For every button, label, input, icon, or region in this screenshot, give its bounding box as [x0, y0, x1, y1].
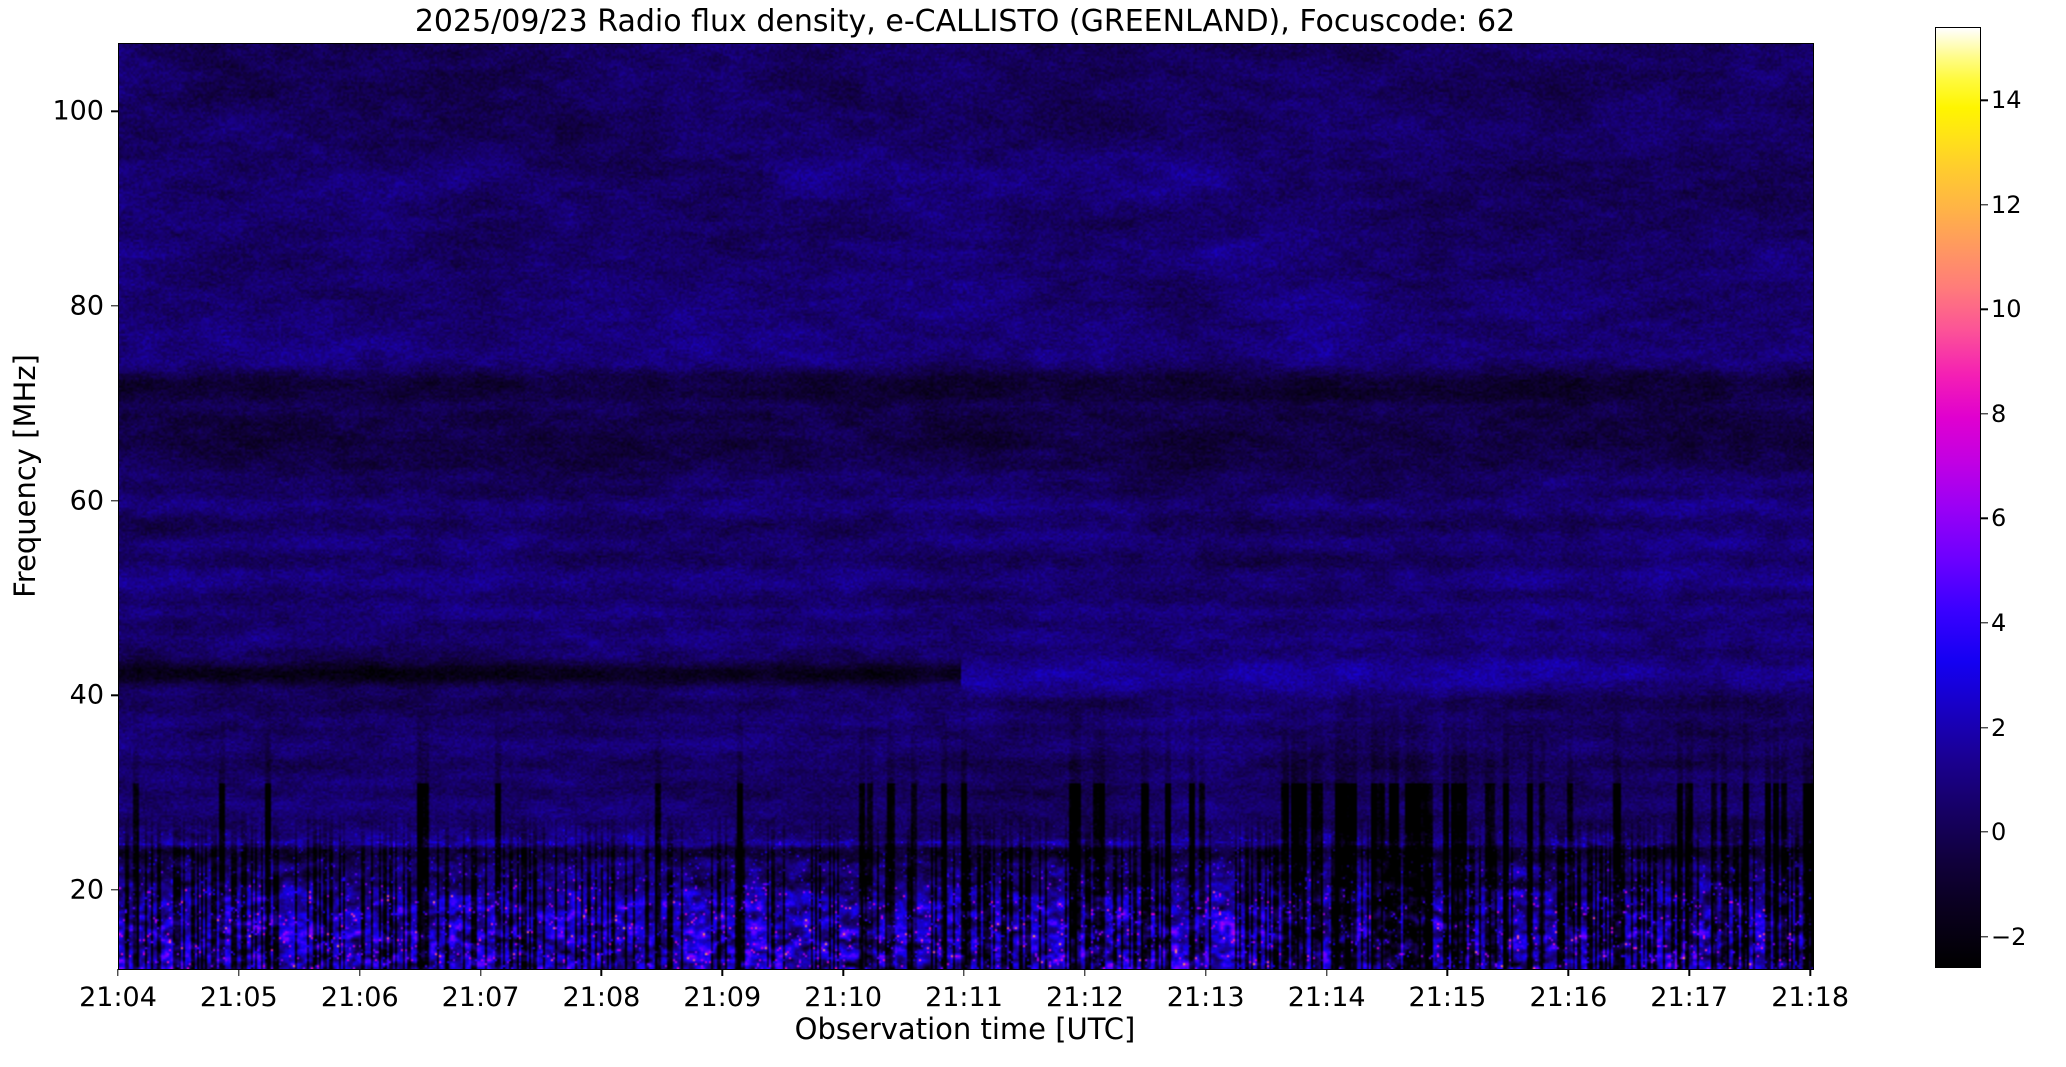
colorbar-tick-mark — [1981, 622, 1988, 624]
x-axis-tick-label: 21:16 — [1529, 982, 1608, 1013]
colorbar-tick-label: 8 — [1991, 399, 2007, 428]
y-axis-tick-label: 20 — [69, 874, 104, 906]
x-axis-tick-label: 21:08 — [562, 982, 641, 1013]
y-axis-tick-label: 100 — [52, 95, 104, 127]
x-axis-tick-label: 21:14 — [1287, 982, 1366, 1013]
x-axis-tick-label: 21:17 — [1650, 982, 1729, 1013]
x-axis-tick-mark — [1688, 969, 1690, 976]
x-axis-tick-mark — [842, 969, 844, 976]
y-axis-tick-label: 40 — [69, 679, 104, 711]
x-axis-tick-mark — [238, 969, 240, 976]
colorbar-tick-label: 2 — [1991, 713, 2007, 742]
x-axis: 21:04 21:05 21:06 21:07 21:08 21:09 21:10 21:11… — [0, 968, 2066, 1067]
x-axis-tick-mark — [1084, 969, 1086, 976]
colorbar-tick-label: −2 — [1991, 922, 2027, 951]
colorbar-tick-mark — [1981, 204, 1988, 206]
page-title: 2025/09/23 Radio flux density, e-CALLIST… — [414, 4, 1516, 39]
colorbar-tick-mark — [1981, 99, 1988, 101]
colorbar-tick-label: 6 — [1991, 504, 2007, 533]
colorbar-tick-label: 0 — [1991, 818, 2007, 847]
x-axis-tick-mark — [479, 969, 482, 976]
y-axis-tick-mark — [111, 499, 118, 502]
y-axis-label: Frequency [MHz] — [8, 354, 42, 598]
colorbar-tick-mark — [1981, 413, 1988, 415]
x-axis-label: Observation time [UTC] — [794, 1012, 1136, 1046]
colorbar-tick-mark — [1981, 935, 1988, 938]
y-axis-tick-mark — [111, 305, 118, 307]
x-axis-tick-mark — [721, 969, 723, 976]
x-axis-tick-mark — [963, 969, 965, 976]
plot-area[interactable] — [118, 43, 1814, 970]
x-axis-tick-label: 21:09 — [683, 982, 762, 1013]
y-axis: Frequency [MHz] 100 80 60 40 20 — [0, 0, 118, 1067]
y-axis-tick-label: 80 — [69, 290, 104, 322]
x-axis-tick-mark — [1325, 969, 1328, 976]
colorbar-tick-mark — [1981, 726, 1988, 729]
x-axis-tick-mark — [1567, 969, 1570, 976]
x-axis-tick-mark — [359, 969, 361, 976]
colorbar-tick-mark — [1981, 308, 1988, 310]
y-axis-tick-mark — [111, 110, 118, 112]
x-axis-tick-mark — [600, 969, 603, 976]
x-axis-tick-mark — [1205, 969, 1207, 976]
colorbar-tick-label: 4 — [1991, 608, 2007, 637]
x-axis-tick-label: 21:07 — [441, 982, 520, 1013]
colorbar[interactable]: −2 0 2 4 6 8 10 12 14 — [1935, 27, 2026, 968]
x-axis-tick-mark — [1446, 969, 1449, 976]
colorbar-tick-label: 12 — [1991, 190, 2022, 219]
y-axis-tick-mark — [111, 889, 118, 891]
colorbar-tick-label: 10 — [1991, 295, 2022, 324]
y-axis-tick-label: 60 — [69, 485, 104, 517]
colorbar-tick-mark — [1981, 517, 1988, 520]
x-axis-tick-mark — [1809, 969, 1811, 976]
x-axis-tick-label: 21:05 — [199, 982, 278, 1013]
x-axis-tick-label: 21:04 — [79, 982, 157, 1013]
x-axis-tick-label: 21:10 — [804, 982, 883, 1013]
x-axis-tick-mark — [117, 969, 119, 976]
colorbar-tick-mark — [1981, 831, 1988, 833]
colorbar-tick-label: 14 — [1991, 86, 2022, 115]
x-axis-tick-label: 21:15 — [1408, 982, 1487, 1013]
x-axis-tick-label: 21:12 — [1046, 982, 1124, 1013]
x-axis-tick-label: 21:11 — [925, 982, 1003, 1013]
x-axis-tick-label: 21:18 — [1771, 982, 1850, 1013]
x-axis-tick-label: 21:06 — [320, 982, 399, 1013]
y-axis-tick-mark — [111, 694, 118, 697]
x-axis-tick-label: 21:13 — [1166, 982, 1245, 1013]
spectrogram-image[interactable] — [119, 44, 1813, 969]
colorbar-gradient[interactable] — [1935, 27, 1981, 968]
